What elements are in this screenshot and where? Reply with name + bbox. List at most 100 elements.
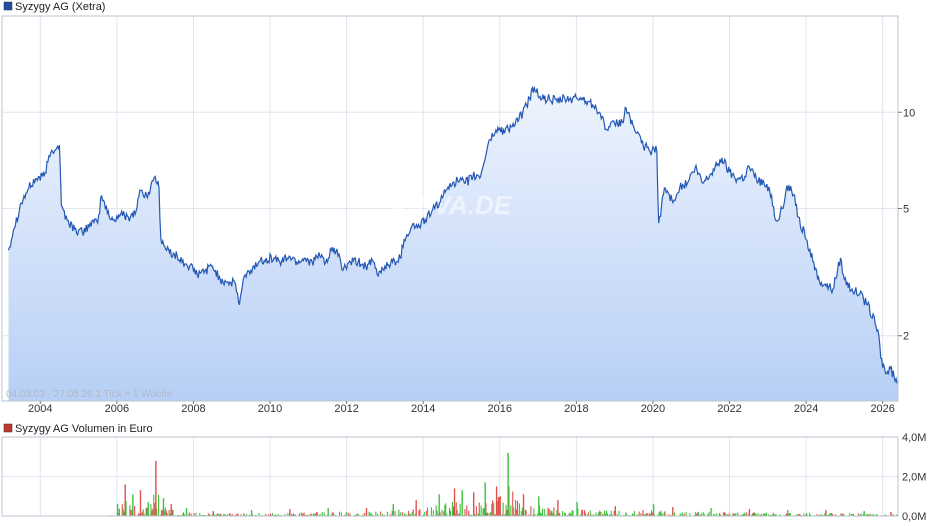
volume-bar: [217, 513, 219, 516]
volume-bar: [668, 514, 670, 516]
volume-bar: [714, 514, 716, 516]
volume-bar: [333, 513, 335, 516]
volume-bar: [171, 509, 173, 516]
volume-plot-frame: [1, 436, 899, 517]
price-x-axis: 2004 2006 2008 2010 2012 2014 2016 2018 2020 2022…: [28, 401, 895, 415]
volume-bar: [737, 512, 739, 516]
volume-bar: [517, 500, 519, 516]
volume-bar: [528, 514, 530, 516]
volume-bar: [661, 513, 663, 516]
price-y-tick-label: 2: [903, 331, 909, 343]
volume-bar: [786, 513, 788, 516]
volume-bar: [625, 512, 627, 516]
volume-bar: [408, 514, 410, 516]
volume-bar: [168, 510, 170, 516]
price-x-tick-label: 2022: [717, 403, 741, 415]
volume-bar: [741, 514, 743, 516]
volume-bar: [372, 514, 374, 516]
volume-bar: [147, 502, 149, 516]
price-x-tick-label: 2018: [564, 403, 588, 415]
volume-bar: [764, 513, 766, 516]
volume-bar: [606, 510, 608, 516]
volume-bar: [251, 514, 253, 516]
volume-bar: [831, 513, 833, 516]
volume-bar: [116, 504, 119, 516]
volume-bar: [308, 514, 310, 516]
volume-bar: [243, 513, 245, 516]
volume-bar: [754, 512, 756, 516]
volume-bar: [697, 512, 699, 516]
volume-bar: [473, 513, 475, 516]
volume-bar: [132, 494, 134, 516]
volume-bar: [803, 513, 805, 516]
volume-bar: [311, 514, 313, 516]
volume-bar: [828, 514, 830, 516]
volume-bar: [152, 508, 154, 516]
volume-bar: [453, 488, 456, 516]
volume-bar: [340, 512, 342, 516]
volume-bar: [314, 514, 316, 516]
volume-bar: [430, 507, 432, 516]
volume-bar: [446, 513, 448, 516]
volume-bar: [214, 514, 216, 516]
volume-bar: [294, 514, 296, 516]
price-x-tick-label: 2012: [334, 403, 358, 415]
volume-bar: [274, 514, 276, 516]
volume-bar: [323, 512, 325, 516]
volume-bar: [399, 514, 401, 516]
volume-bar: [415, 500, 417, 516]
volume-bar: [610, 510, 612, 516]
volume-bar: [304, 514, 306, 516]
volume-bar: [216, 513, 218, 516]
volume-bar: [604, 510, 606, 516]
volume-bar: [237, 513, 239, 516]
volume-bar: [250, 510, 253, 516]
volume-bar: [496, 501, 498, 516]
volume-bar: [188, 512, 190, 516]
volume-bar: [432, 510, 434, 516]
volume-bar: [787, 510, 789, 516]
volume-bar: [345, 511, 347, 516]
volume-bar: [485, 502, 487, 516]
volume-bar: [145, 507, 147, 516]
volume-bar: [609, 514, 611, 516]
volume-bar: [501, 514, 503, 516]
volume-bar: [751, 514, 753, 516]
volume-bar: [772, 512, 774, 516]
volume-bar: [249, 514, 251, 516]
volume-bar: [769, 514, 771, 516]
volume-bar: [123, 511, 125, 516]
volume-bar: [798, 513, 800, 516]
volume-bar: [228, 513, 230, 516]
volume-bar: [289, 509, 291, 516]
volume-bar: [538, 496, 540, 517]
volume-bar: [298, 513, 300, 516]
price-x-tick-label: 2024: [794, 403, 818, 415]
volume-bar: [681, 512, 683, 516]
volume-bar: [576, 502, 578, 516]
volume-bar: [636, 514, 638, 516]
volume-bar: [618, 510, 620, 516]
volume-bar: [412, 509, 414, 516]
volume-bar: [753, 512, 755, 516]
volume-bar: [743, 512, 745, 516]
volume-bar: [284, 514, 286, 516]
volume-bar: [151, 510, 153, 516]
volume-bar: [866, 514, 868, 516]
volume-bar: [321, 512, 323, 516]
volume-bar: [218, 514, 220, 516]
volume-bar: [649, 513, 651, 516]
volume-bar: [277, 514, 279, 516]
volume-bar: [652, 512, 654, 516]
volume-bar: [212, 511, 214, 516]
volume-bar: [633, 510, 635, 516]
volume-bar: [313, 513, 315, 516]
volume-bar: [492, 500, 494, 516]
volume-bar: [806, 513, 808, 516]
volume-bar: [490, 511, 492, 516]
volume-bar: [599, 510, 601, 516]
volume-bar: [679, 513, 681, 516]
volume-bar: [506, 510, 508, 516]
volume-bar: [489, 513, 491, 516]
